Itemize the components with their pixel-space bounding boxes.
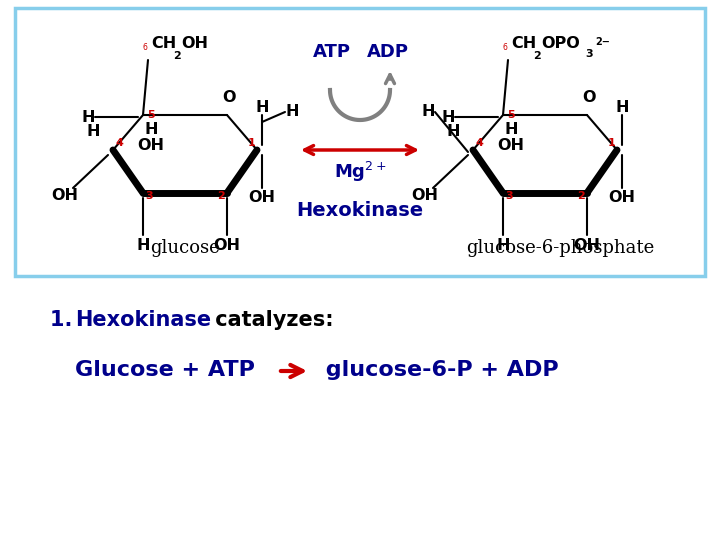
Text: OH: OH [608, 191, 636, 206]
Text: OH: OH [138, 138, 164, 152]
Text: H: H [616, 100, 629, 116]
Text: OH: OH [412, 187, 438, 202]
Text: Hexokinase: Hexokinase [75, 310, 211, 330]
Text: ADP: ADP [367, 43, 409, 61]
Text: H: H [144, 122, 158, 137]
Text: O: O [222, 90, 235, 105]
Text: 3: 3 [585, 49, 593, 59]
Text: CH: CH [511, 36, 536, 51]
Text: 3: 3 [505, 191, 513, 201]
Text: 2−: 2− [595, 37, 610, 47]
Text: H: H [504, 122, 518, 137]
Text: catalyzes:: catalyzes: [208, 310, 333, 330]
Text: 4: 4 [116, 138, 124, 148]
Text: ATP: ATP [313, 43, 351, 61]
Text: H: H [86, 125, 100, 139]
Text: glucose: glucose [150, 239, 220, 257]
Text: 2: 2 [577, 191, 585, 201]
Text: Glucose + ATP: Glucose + ATP [75, 360, 263, 380]
Text: OH: OH [574, 238, 600, 253]
Text: 2: 2 [173, 51, 181, 61]
Text: OH: OH [214, 238, 240, 253]
Text: H: H [256, 100, 269, 116]
Text: H: H [421, 105, 435, 119]
Text: 5: 5 [147, 110, 155, 120]
Text: $^6$: $^6$ [142, 43, 148, 53]
Text: H: H [446, 125, 460, 139]
Text: 4: 4 [476, 138, 484, 148]
Text: H: H [441, 110, 455, 125]
Text: OPO: OPO [541, 36, 580, 51]
Text: 2: 2 [533, 51, 541, 61]
Text: 1: 1 [607, 138, 615, 148]
Text: CH: CH [151, 36, 176, 51]
FancyBboxPatch shape [15, 8, 705, 276]
Text: Hexokinase: Hexokinase [297, 200, 423, 219]
Text: $^6$: $^6$ [502, 43, 508, 53]
Text: OH: OH [498, 138, 524, 152]
Text: OH: OH [181, 36, 208, 51]
Text: O: O [582, 90, 595, 105]
Text: 2: 2 [217, 191, 225, 201]
Text: glucose-6-P + ADP: glucose-6-P + ADP [318, 360, 559, 380]
Text: 1.: 1. [50, 310, 80, 330]
Text: 1: 1 [247, 138, 255, 148]
Text: H: H [81, 110, 95, 125]
Text: glucose-6-phosphate: glucose-6-phosphate [466, 239, 654, 257]
Text: H: H [496, 238, 510, 253]
Text: H: H [136, 238, 150, 253]
Text: OH: OH [248, 191, 276, 206]
Text: 3: 3 [145, 191, 153, 201]
Text: H: H [285, 105, 299, 119]
Text: Mg$^{2+}$: Mg$^{2+}$ [333, 160, 387, 184]
Text: OH: OH [52, 187, 78, 202]
Text: 5: 5 [507, 110, 515, 120]
